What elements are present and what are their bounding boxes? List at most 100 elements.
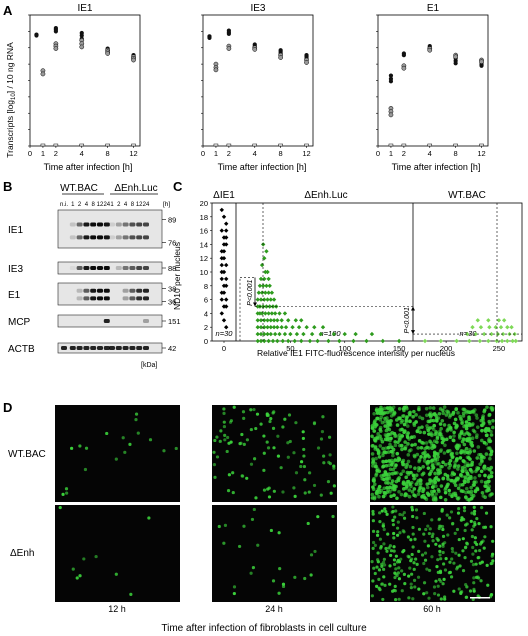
cell-dot: [394, 463, 398, 468]
cell-dot: [476, 594, 480, 598]
cell-dot: [458, 483, 463, 487]
cell-dot: [387, 485, 392, 490]
cell-dot: [401, 513, 405, 517]
cell-dot: [402, 430, 406, 435]
cell-dot: [388, 442, 392, 447]
cell-dot: [78, 574, 82, 578]
cell-dot: [419, 478, 423, 483]
blot-band: [83, 296, 90, 301]
cell-dot: [436, 593, 441, 597]
blot-band: [83, 346, 90, 350]
cell-dot: [462, 432, 467, 437]
cell-dot: [406, 442, 410, 446]
cell-dot: [382, 567, 386, 571]
cell-dot: [456, 411, 460, 415]
cell-dot: [301, 436, 306, 441]
cell-dot: [473, 536, 477, 540]
cell-dot: [373, 543, 377, 548]
x-tick-label: 4: [80, 149, 84, 158]
cell-dot: [422, 592, 426, 596]
cell-dot: [467, 498, 471, 502]
c-data-point: [221, 269, 227, 275]
cell-dot: [463, 480, 467, 485]
cell-dot: [464, 426, 469, 431]
c-data-point: [224, 221, 229, 226]
cell-dot: [249, 408, 253, 412]
cell-dot: [433, 471, 437, 476]
x-marker: [401, 143, 407, 147]
cell-dot: [461, 549, 465, 553]
x-marker: [213, 143, 219, 147]
cell-dot: [299, 464, 303, 469]
lane-label: 24: [143, 202, 150, 208]
panel-c-xlabel: Relative IE1 FITC-fluorescence intensity…: [257, 348, 455, 358]
cell-dot: [402, 516, 407, 520]
blot-band: [83, 222, 90, 227]
cell-dot: [438, 553, 442, 557]
data-point: [388, 112, 394, 118]
cell-dot: [437, 517, 442, 521]
cell-dot: [371, 509, 375, 514]
cell-dot: [431, 418, 436, 423]
c-data-point: [221, 249, 227, 254]
cell-dot: [371, 540, 376, 545]
c-data-point: [286, 318, 291, 323]
cell-dot: [278, 567, 282, 571]
cell-dot: [487, 413, 491, 418]
cell-dot: [443, 497, 448, 502]
c-data-point: [505, 338, 510, 344]
cell-dot: [407, 488, 412, 492]
c-data-point: [307, 338, 313, 344]
cell-dot: [389, 494, 393, 498]
cell-dot: [286, 441, 290, 445]
cell-dot: [426, 460, 431, 465]
data-point: [207, 34, 212, 39]
blot-row-mcp: MCP 151: [8, 314, 181, 328]
cell-dot: [429, 413, 434, 418]
blot-marker-kda: 151: [168, 317, 181, 326]
blot-band: [129, 222, 136, 227]
panel-letter-d: D: [3, 400, 12, 415]
cell-dot: [480, 490, 485, 495]
cell-dot: [382, 557, 386, 561]
cell-dot: [401, 414, 406, 418]
panel-c-plot: 0 2 4 6 8 10 12 14 16 18 20 ΔIE1 n=30 0 ΔEnh.Luc n=100 5…: [200, 190, 523, 353]
cell-dot: [489, 470, 494, 475]
blot-row-actb: ACTB 42: [8, 342, 176, 355]
panel-letter-b: B: [3, 179, 12, 194]
c-data-point: [481, 331, 487, 337]
cell-dot: [378, 417, 383, 422]
cell-dot: [470, 511, 474, 515]
cell-dot: [411, 473, 416, 478]
cell-dot: [456, 486, 461, 491]
cell-dot: [472, 512, 477, 516]
cell-dot: [232, 591, 236, 596]
cell-dot: [489, 433, 494, 437]
cell-dot: [420, 425, 424, 429]
cell-dot: [226, 489, 231, 493]
micrograph-enh-12h: [55, 505, 180, 602]
cell-dot: [332, 484, 336, 488]
cell-dot: [242, 416, 246, 420]
cell-dot: [435, 565, 439, 569]
cell-dot: [443, 597, 447, 601]
cell-dot: [441, 527, 445, 532]
panel-a-xlabel-1: Time after infection [h]: [44, 162, 133, 172]
cell-dot: [470, 534, 474, 539]
c-data-point: [221, 318, 227, 323]
cell-dot: [463, 556, 467, 560]
x-marker: [453, 143, 458, 147]
cell-dot: [474, 549, 478, 553]
cell-dot: [436, 471, 441, 476]
cell-dot: [398, 416, 402, 420]
cell-dot: [443, 568, 448, 572]
cell-dot: [306, 521, 310, 526]
cell-dot: [479, 469, 484, 474]
cell-dot: [432, 585, 437, 589]
cell-dot: [428, 426, 432, 430]
cell-dot: [374, 473, 378, 478]
c-data-point: [337, 338, 342, 344]
cell-dot: [461, 411, 466, 416]
blot-band: [69, 222, 76, 227]
blot-marker-kda: 76: [168, 238, 176, 247]
